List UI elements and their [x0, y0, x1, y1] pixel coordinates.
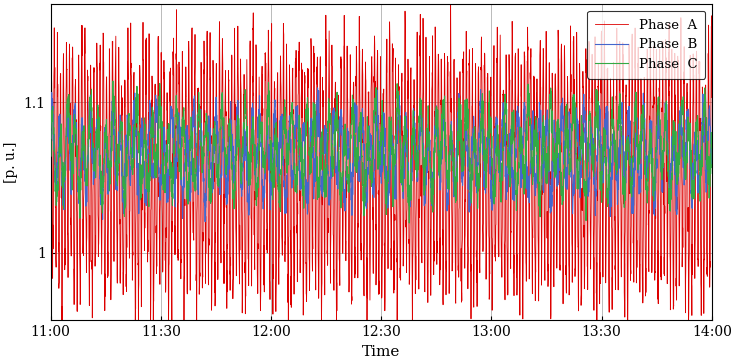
Phase  A: [707, 14, 716, 18]
Phase  C: [458, 160, 467, 164]
Phase  B: [201, 220, 210, 224]
Y-axis label: [p. u.]: [p. u.]: [4, 142, 18, 183]
Phase  A: [46, 178, 55, 182]
Phase  C: [188, 130, 197, 134]
Phase  B: [231, 137, 240, 142]
Phase  B: [707, 164, 716, 168]
Phase  B: [446, 146, 455, 150]
Phase  B: [458, 176, 467, 181]
Phase  A: [188, 93, 197, 97]
Phase  A: [231, 102, 240, 106]
Phase  C: [231, 155, 240, 159]
Phase  B: [313, 86, 322, 90]
Phase  C: [707, 133, 716, 138]
Phase  C: [446, 146, 455, 151]
Phase  A: [645, 139, 654, 144]
Line: Phase  A: Phase A: [51, 3, 712, 335]
Phase  B: [707, 162, 716, 166]
Phase  C: [108, 79, 117, 83]
Phase  C: [707, 131, 716, 135]
Line: Phase  C: Phase C: [51, 81, 712, 223]
Phase  A: [707, 95, 716, 100]
Legend: Phase  A, Phase  B, Phase  C: Phase A, Phase B, Phase C: [587, 11, 705, 79]
X-axis label: Time: Time: [362, 345, 400, 359]
Phase  A: [458, 241, 467, 245]
Line: Phase  B: Phase B: [51, 88, 712, 222]
Phase  A: [446, 90, 455, 94]
Phase  B: [46, 129, 55, 133]
Phase  C: [645, 139, 654, 143]
Phase  C: [46, 130, 55, 134]
Phase  A: [592, 333, 601, 338]
Phase  C: [405, 221, 414, 225]
Phase  B: [188, 133, 197, 138]
Phase  B: [645, 153, 654, 157]
Phase  A: [446, 1, 455, 5]
